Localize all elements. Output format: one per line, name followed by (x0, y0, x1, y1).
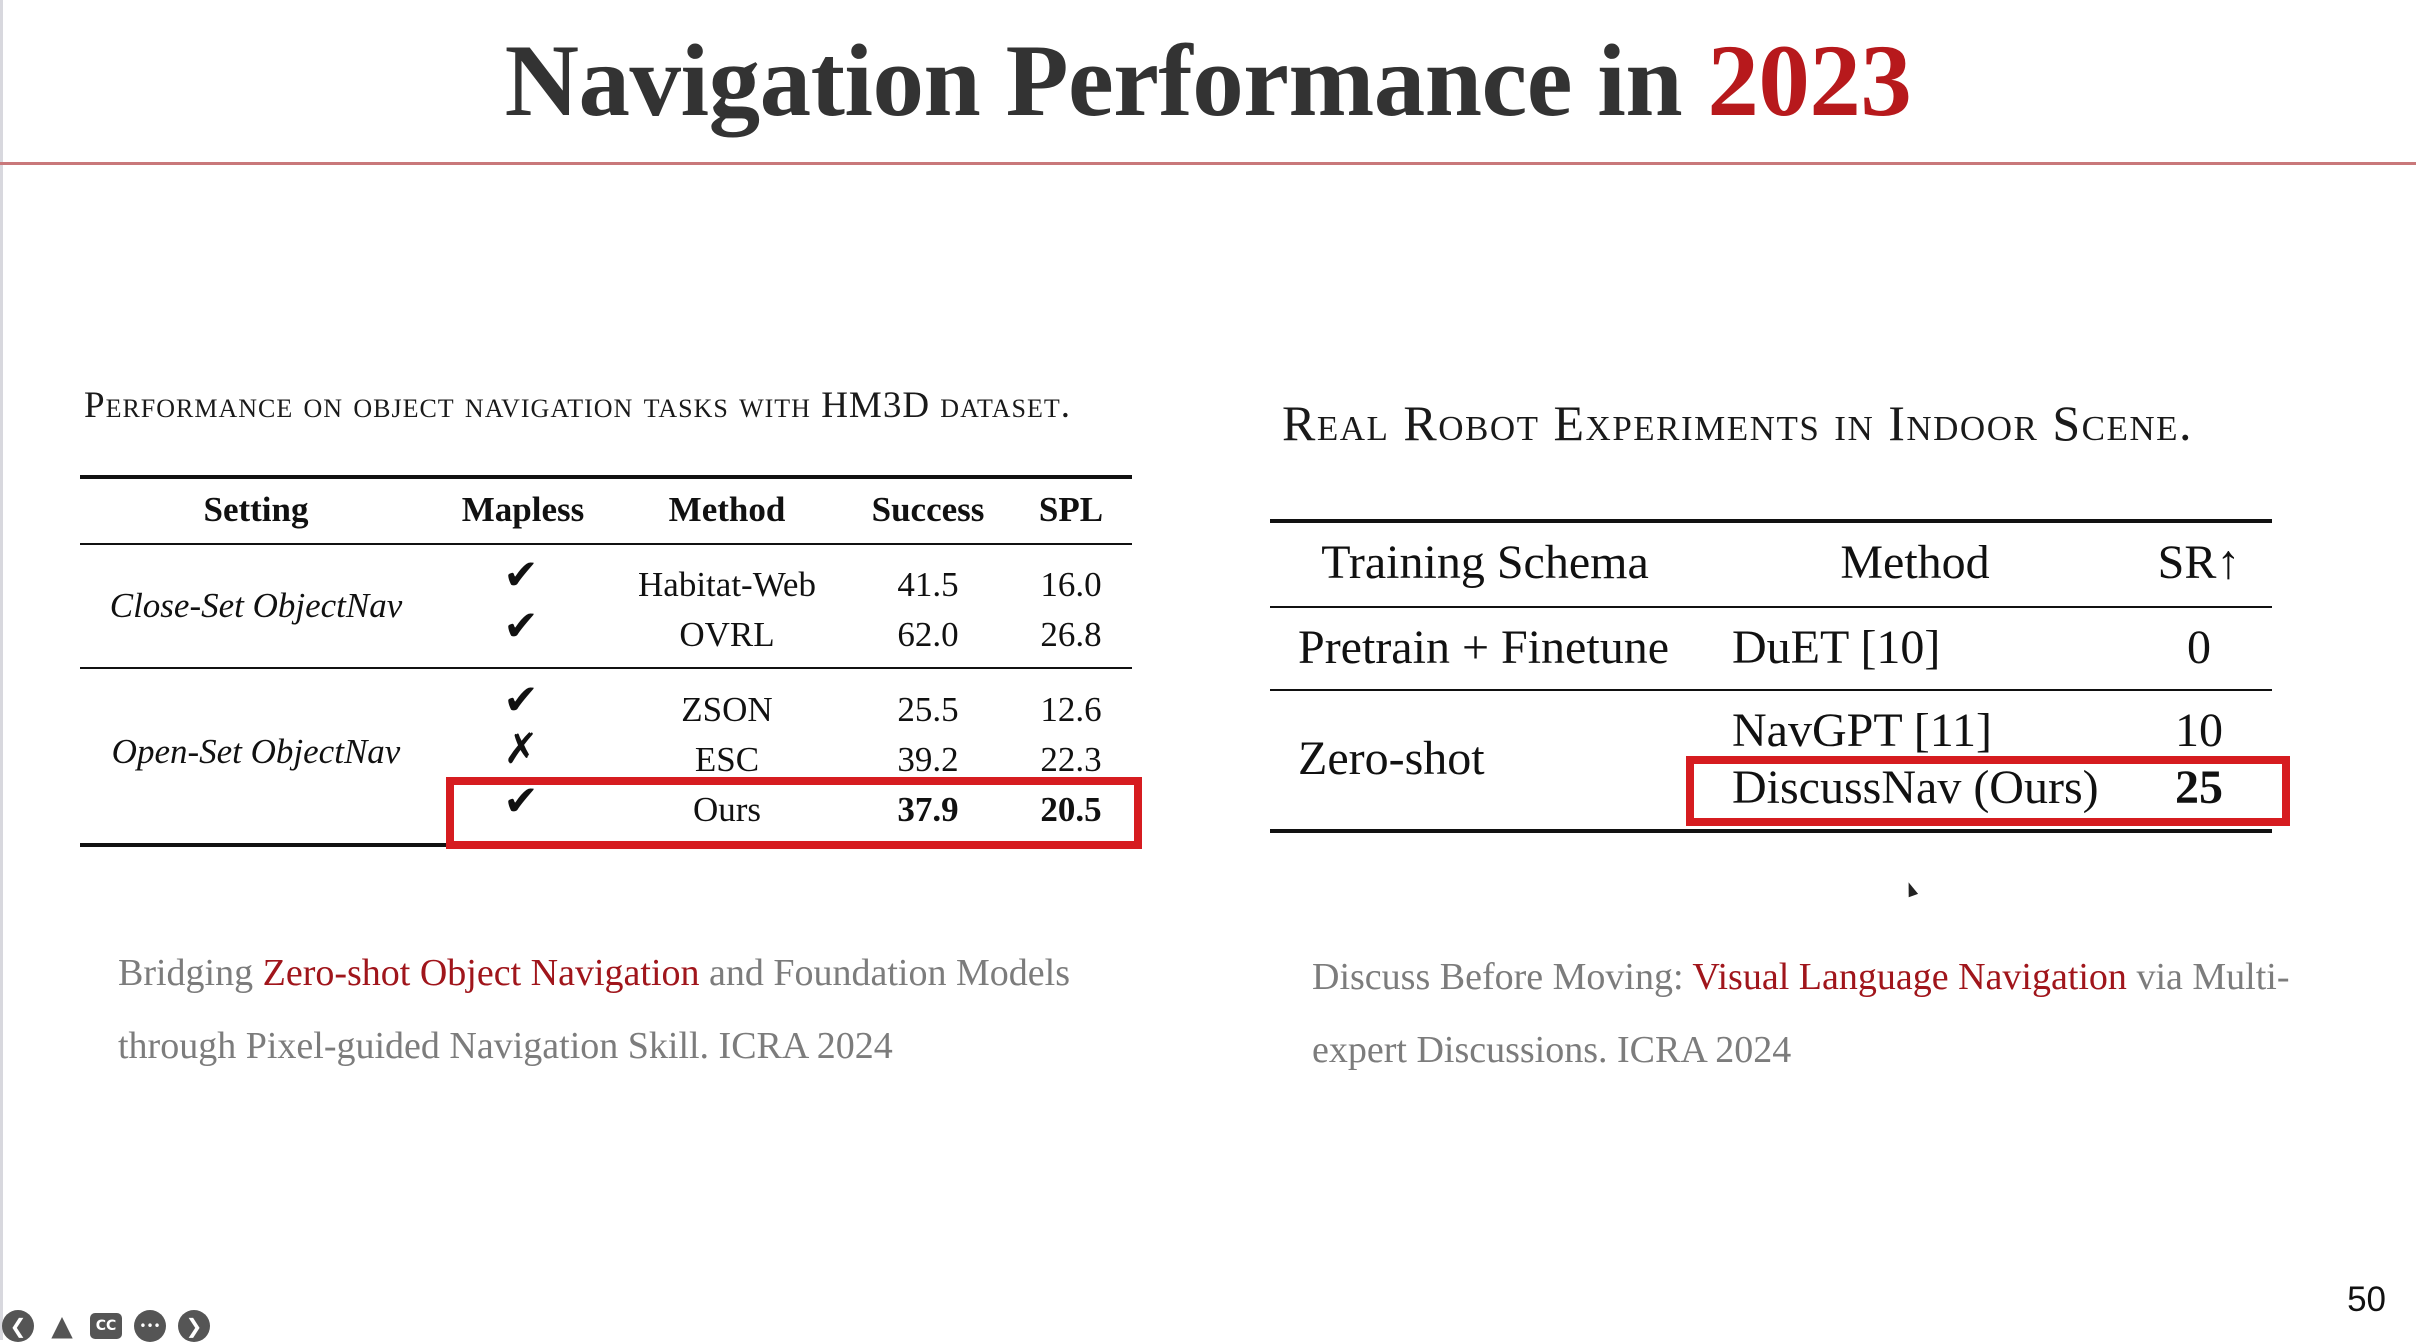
table-cell-success: 37.9 (897, 790, 959, 829)
title-divider (0, 162, 2416, 165)
table-cell-spl: 16.0 (1040, 565, 1102, 604)
closed-captions-icon[interactable]: CC (90, 1313, 122, 1339)
table-rule (1270, 829, 2272, 833)
table-cell-method: ZSON (681, 690, 773, 729)
table-cell-spl: 26.8 (1040, 615, 1102, 654)
table-cell-success: 41.5 (897, 565, 959, 604)
column-header-success: Success (871, 490, 985, 529)
pen-tool-icon[interactable]: ▲ (51, 1309, 73, 1342)
reference-highlight: Visual Language Navigation (1692, 956, 2127, 998)
table-cell-method: Ours (692, 790, 762, 829)
table-cell-method: DuET [10] (1732, 621, 1941, 674)
reference-left: Bridging Zero-shot Object Navigation and… (118, 937, 1178, 1083)
previous-slide-icon[interactable]: ❮ (2, 1310, 34, 1342)
table-cell-success: 25.5 (897, 690, 959, 729)
cross-mark-icon: ✗ (503, 724, 539, 773)
schema-label: Pretrain + Finetune (1298, 621, 1669, 674)
highlight-box (1686, 756, 2290, 826)
column-header-spl: SPL (1038, 490, 1104, 529)
player-controls: ❮ ▲ CC ••• ❯ (2, 1310, 210, 1342)
table-cell-method: ESC (694, 740, 760, 779)
table-cell-sr: 25 (2175, 761, 2223, 814)
slide-title-text: Navigation Performance in (504, 24, 1708, 138)
column-header-setting: Setting (203, 490, 309, 529)
right-table-caption: Real Robot Experiments in Indoor Scene. (1282, 395, 2194, 451)
table-cell-success: 39.2 (897, 740, 959, 779)
table-rule (1270, 519, 2272, 523)
table-cell-spl: 12.6 (1040, 690, 1102, 729)
reference-highlight: Zero-shot Object Navigation (262, 952, 700, 994)
schema-label: Zero-shot (1298, 732, 1485, 785)
checkmark-icon: ✔ (503, 550, 539, 599)
column-header-mapless: Mapless (461, 490, 585, 529)
mouse-cursor-icon (1903, 880, 1919, 898)
reference-right: Discuss Before Moving: Visual Language N… (1312, 941, 2312, 1087)
table-cell-spl: 22.3 (1040, 740, 1102, 779)
table-cell-method: Habitat-Web (638, 565, 816, 604)
table-cell-sr: 0 (2187, 621, 2211, 674)
left-edge-border (0, 0, 3, 1340)
table-cell-method: DiscussNav (Ours) (1732, 761, 2099, 814)
table-rule (80, 543, 1132, 545)
table-rule (1270, 689, 2272, 691)
reference-text: via Multi-expert Discussions. ICRA 2024 (1312, 956, 2290, 1071)
left-table-caption: Performance on object navigation tasks w… (84, 385, 1072, 426)
table-cell-spl: 20.5 (1040, 790, 1102, 829)
table-cell-success: 62.0 (897, 615, 959, 654)
slide-title: Navigation Performance in 2023 (0, 22, 2416, 140)
next-slide-icon[interactable]: ❯ (178, 1310, 210, 1342)
table-cell-method: OVRL (679, 615, 775, 654)
table-cell-method: NavGPT [11] (1732, 704, 1992, 757)
table-cell-sr: 10 (2175, 704, 2223, 757)
table-rule (80, 667, 1132, 669)
reference-text: and Foundation Models through Pixel-guid… (118, 952, 1070, 1067)
column-header-method: Method (668, 490, 786, 529)
reference-text: Discuss Before Moving: (1312, 956, 1693, 998)
setting-label: Open-Set ObjectNav (111, 732, 401, 771)
page-number: 50 (2347, 1280, 2386, 1319)
reference-text: Bridging (118, 952, 263, 994)
highlight-box (446, 777, 1142, 849)
slide-title-year: 2023 (1707, 24, 1912, 138)
table-rule (1270, 606, 2272, 608)
checkmark-icon: ✔ (503, 675, 539, 724)
setting-label: Close-Set ObjectNav (109, 586, 403, 625)
checkmark-icon: ✔ (503, 601, 539, 650)
table-rule (80, 475, 1132, 479)
more-options-icon[interactable]: ••• (134, 1310, 166, 1342)
column-header-training-schema: Training Schema (1321, 536, 1649, 589)
column-header-sr: SR↑ (2157, 536, 2241, 589)
column-header-method: Method (1840, 536, 1990, 589)
